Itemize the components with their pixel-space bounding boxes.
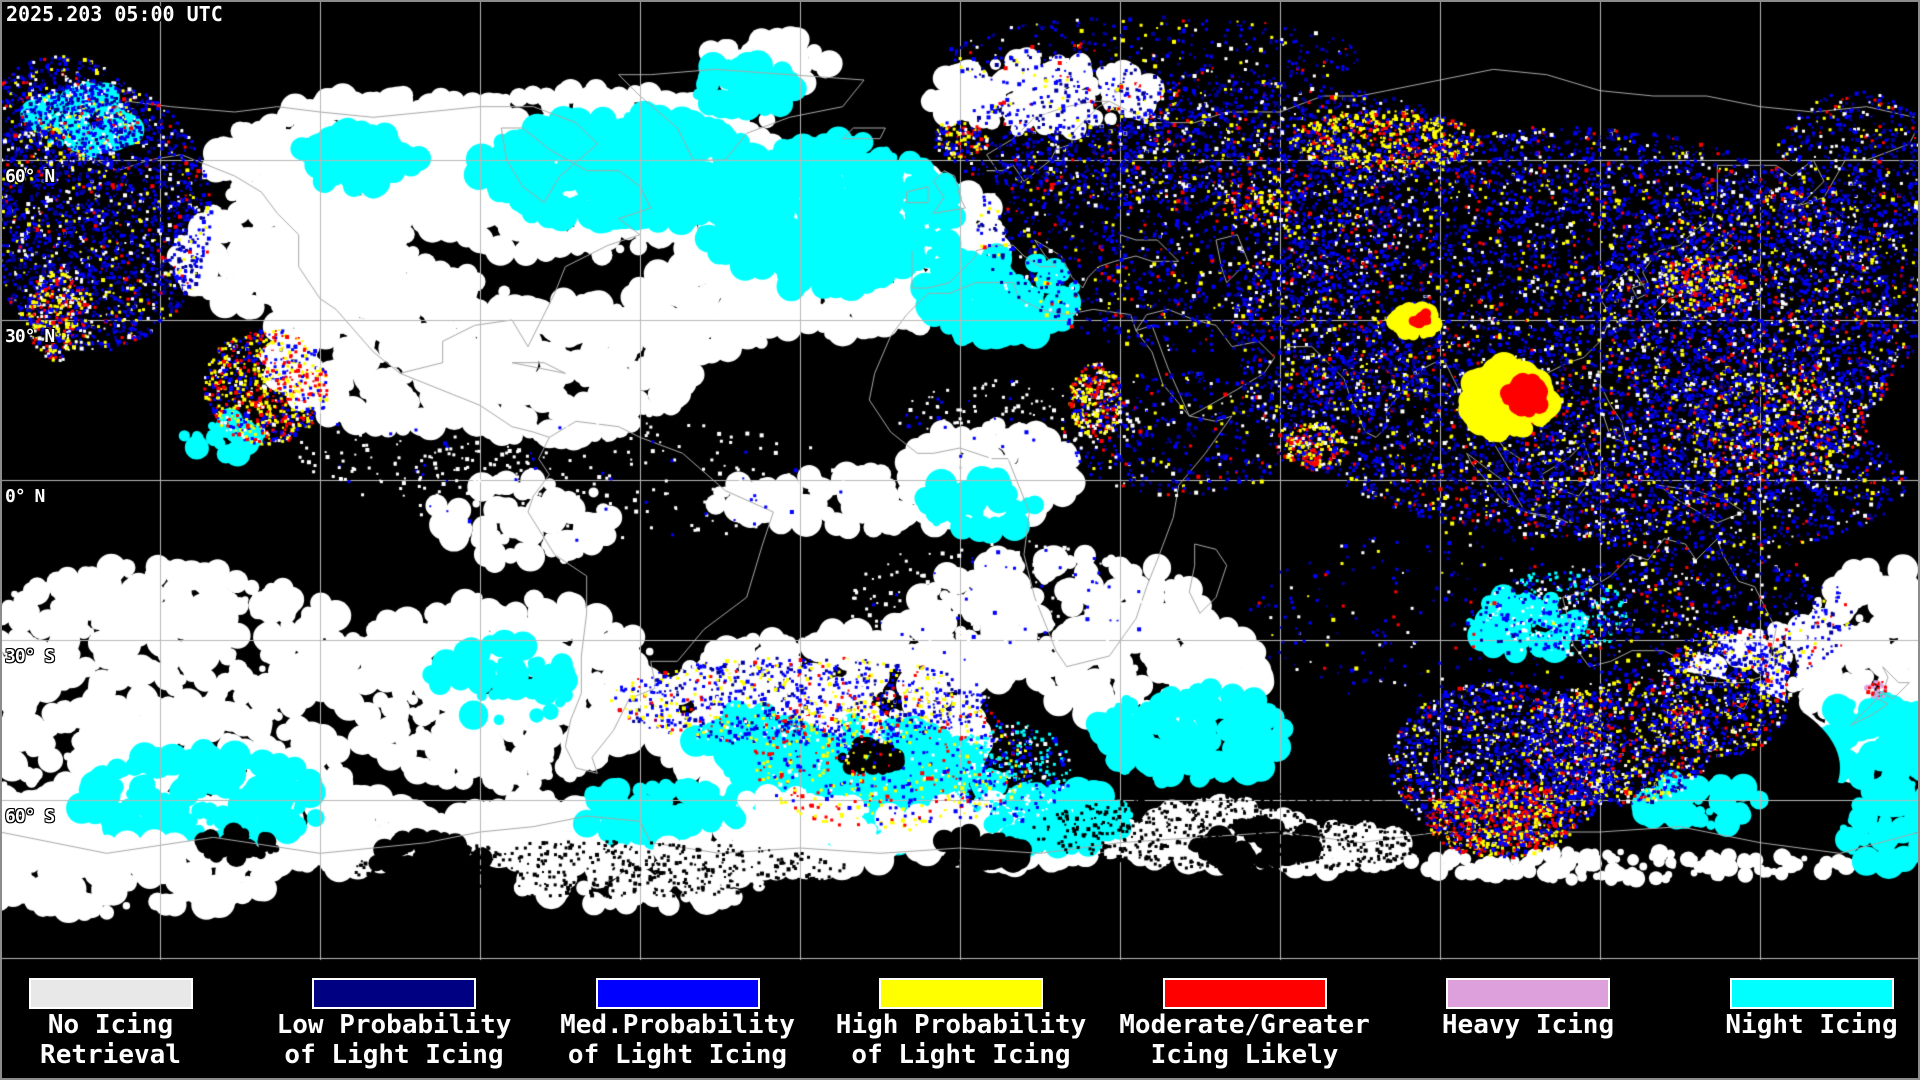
heavy-icing-swatch [1446, 978, 1610, 1009]
legend-label: Retrieval [40, 1040, 181, 1070]
no-icing-swatch [28, 978, 193, 1009]
lat-label-30n: 30° N [5, 326, 55, 347]
legend-item-high-probability: High Probability of Light Icing [821, 963, 1101, 1080]
legend-label: Night Icing [1725, 1010, 1898, 1040]
lat-label-0n: 0° N [5, 486, 45, 507]
low-probability-swatch [312, 978, 476, 1009]
high-probability-swatch [879, 978, 1043, 1009]
legend-label: Med.Probability [560, 1010, 795, 1040]
night-icing-swatch [1729, 978, 1894, 1009]
legend-label: High Probability [835, 1010, 1087, 1040]
legend-bar: No Icing Retrieval Low Probability of Li… [0, 963, 1920, 1080]
legend-label: of Light Icing [851, 1040, 1071, 1070]
med-probability-swatch [595, 978, 760, 1009]
timestamp: 2025.203 05:00 UTC [6, 2, 223, 26]
legend-label: Low Probability [276, 1010, 512, 1040]
legend-item-heavy-icing: Heavy Icing [1388, 963, 1668, 1080]
lat-label-60s: 60° S [5, 806, 55, 827]
lat-label-60n: 60° N [5, 166, 55, 187]
lat-label-30s: 30° S [5, 646, 55, 667]
legend-item-moderate-greater: Moderate/Greater Icing Likely [1105, 963, 1385, 1080]
legend-label: Moderate/Greater [1119, 1010, 1370, 1040]
legend-item-low-probability: Low Probability of Light Icing [254, 963, 534, 1080]
legend-item-no-icing: No Icing Retrieval [0, 963, 251, 1080]
legend-item-med-probability: Med.Probability of Light Icing [538, 963, 818, 1080]
legend-item-night-icing: Night Icing [1672, 963, 1920, 1080]
legend-label: of Light Icing [284, 1040, 504, 1070]
legend-label: of Light Icing [567, 1040, 788, 1070]
icing-data-map-canvas [0, 0, 1920, 963]
legend-label: Icing Likely [1150, 1040, 1339, 1070]
moderate-greater-swatch [1162, 978, 1327, 1009]
legend-label: No Icing [47, 1010, 174, 1040]
legend-label: Heavy Icing [1441, 1010, 1615, 1040]
